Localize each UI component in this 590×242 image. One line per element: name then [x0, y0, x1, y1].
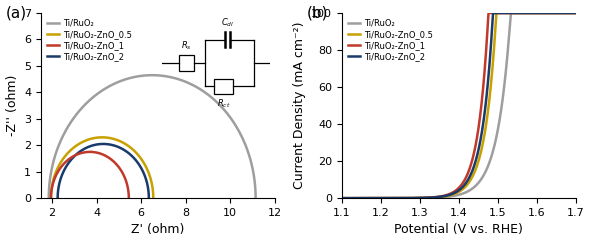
- Legend: Ti/RuO₂, Ti/RuO₂-ZnO_0.5, Ti/RuO₂-ZnO_1, Ti/RuO₂-ZnO_2: Ti/RuO₂, Ti/RuO₂-ZnO_0.5, Ti/RuO₂-ZnO_1,…: [45, 17, 134, 63]
- Text: (a): (a): [6, 6, 27, 21]
- X-axis label: Z' (ohm): Z' (ohm): [131, 223, 185, 236]
- Legend: Ti/RuO₂, Ti/RuO₂-ZnO_0.5, Ti/RuO₂-ZnO_1, Ti/RuO₂-ZnO_2: Ti/RuO₂, Ti/RuO₂-ZnO_0.5, Ti/RuO₂-ZnO_1,…: [346, 17, 435, 63]
- X-axis label: Potential (V vs. RHE): Potential (V vs. RHE): [394, 223, 523, 236]
- Text: (b): (b): [307, 6, 329, 21]
- Y-axis label: -Z'' (ohm): -Z'' (ohm): [5, 75, 18, 136]
- Y-axis label: Current Density (mA cm⁻²): Current Density (mA cm⁻²): [293, 22, 306, 189]
